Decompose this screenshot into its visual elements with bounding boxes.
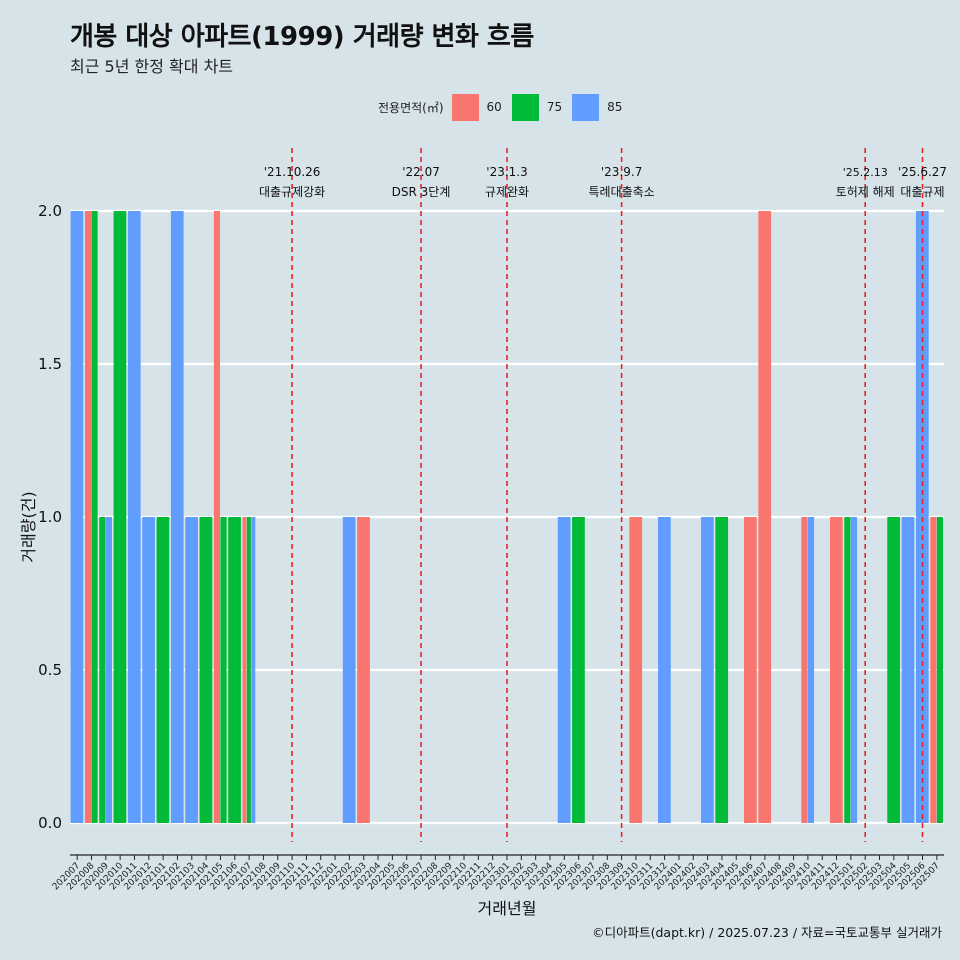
legend: 전용면적(㎡) 60 75 85 bbox=[378, 93, 632, 121]
bar-75-202501 bbox=[844, 517, 851, 823]
bar-85-202410 bbox=[807, 517, 815, 823]
bar-60-202008 bbox=[84, 211, 92, 823]
chart-title: 개봉 대상 아파트(1999) 거래량 변화 흐름 bbox=[70, 22, 534, 52]
bar-85-202007 bbox=[70, 211, 84, 823]
event-text-label: DSR 3단계 bbox=[392, 185, 451, 199]
legend-title: 전용면적(㎡) bbox=[378, 100, 444, 115]
bar-85-202202 bbox=[342, 517, 356, 823]
legend-swatch-75 bbox=[511, 93, 539, 121]
bar-75-202107 bbox=[246, 517, 251, 823]
bar-60-202412 bbox=[829, 517, 843, 823]
event-date-label: '22.07 bbox=[402, 165, 440, 179]
legend-swatch-85 bbox=[572, 93, 600, 121]
bar-60-202107 bbox=[242, 517, 247, 823]
bar-60-202507 bbox=[930, 517, 937, 823]
bar-60-202105 bbox=[213, 211, 221, 823]
bar-60-202203 bbox=[357, 517, 370, 823]
legend-label-75: 75 bbox=[546, 100, 563, 114]
event-date-label: '21.10.26 bbox=[264, 165, 321, 179]
y-tick-label: 1.5 bbox=[38, 355, 62, 373]
bar-85-202501 bbox=[850, 517, 858, 823]
bar-75-202008 bbox=[91, 211, 98, 823]
legend-item-60: 60 bbox=[451, 93, 506, 121]
bar-75-202507 bbox=[936, 517, 943, 823]
chart-subtitle: 최근 5년 한정 확대 차트 bbox=[70, 57, 234, 76]
bar-85-202103 bbox=[185, 517, 198, 823]
y-tick-label: 1.0 bbox=[38, 508, 62, 526]
bar-60-202407 bbox=[758, 211, 772, 823]
legend-label-85: 85 bbox=[607, 100, 623, 114]
bar-75-202104 bbox=[199, 517, 213, 823]
event-date-label: '25.6.27 bbox=[898, 165, 947, 179]
bar-85-202009 bbox=[105, 517, 112, 823]
event-text-label: 토허제 해제 bbox=[836, 185, 895, 199]
event-text-label: 규제완화 bbox=[485, 185, 529, 199]
legend-item-75: 75 bbox=[511, 93, 566, 121]
bar-60-202410 bbox=[801, 517, 808, 823]
event-date-label: '23.9.7 bbox=[601, 165, 642, 179]
bar-75-202105 bbox=[220, 517, 227, 823]
bar-85-202403 bbox=[701, 517, 714, 823]
event-text-label: 대출규제 bbox=[900, 185, 944, 199]
event-date-label: '25.2.13 bbox=[843, 166, 888, 179]
legend-swatch-60 bbox=[451, 93, 479, 121]
bar-75-202010 bbox=[113, 211, 127, 823]
bar-75-202404 bbox=[715, 517, 729, 823]
bar-75-202306 bbox=[572, 517, 585, 823]
bar-85-202012 bbox=[142, 517, 155, 823]
event-text-label: 특례대출축소 bbox=[588, 185, 654, 199]
bar-85-202011 bbox=[127, 211, 141, 823]
bar-85-202312 bbox=[658, 517, 671, 823]
bar-85-202305 bbox=[557, 517, 571, 823]
bar-85-202107 bbox=[251, 517, 256, 823]
x-axis-title: 거래년월 bbox=[478, 899, 537, 918]
bar-60-202406 bbox=[744, 517, 757, 823]
bar-75-202504 bbox=[887, 517, 901, 823]
legend-item-85: 85 bbox=[572, 93, 626, 121]
bar-60-202310 bbox=[629, 517, 643, 823]
bar-75-202101 bbox=[156, 517, 170, 823]
bar-75-202009 bbox=[99, 517, 106, 823]
y-axis-title: 거래량(건) bbox=[19, 491, 38, 562]
y-tick-label: 2.0 bbox=[38, 202, 62, 220]
footer-credit: ©디아파트(dapt.kr) / 2025.07.23 / 자료=국토교통부 실… bbox=[592, 925, 942, 940]
event-text-label: 대출규제강화 bbox=[259, 185, 325, 199]
bar-85-202505 bbox=[901, 517, 915, 823]
bar-85-202102 bbox=[170, 211, 184, 823]
bar-75-202106 bbox=[228, 517, 241, 823]
y-tick-label: 0.0 bbox=[38, 814, 62, 832]
y-tick-label: 0.5 bbox=[38, 661, 62, 679]
event-date-label: '23.1.3 bbox=[486, 165, 527, 179]
legend-label-60: 60 bbox=[486, 100, 502, 114]
